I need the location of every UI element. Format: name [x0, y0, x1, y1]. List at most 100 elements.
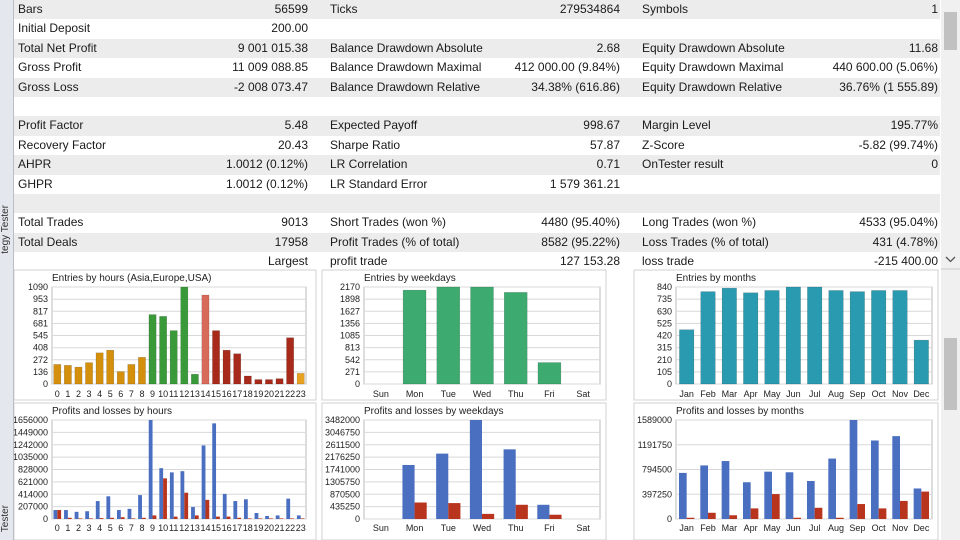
- scroll-thumb[interactable]: [944, 338, 957, 410]
- bar: [742, 482, 751, 519]
- x-tick-label: 15: [211, 389, 221, 399]
- stats-row: [14, 194, 940, 214]
- stat-label: Total Trades: [18, 215, 84, 230]
- x-tick-label: 15: [211, 523, 221, 533]
- stats-row: AHPR 1.0012 (0.12%) LR Correlation 0.71 OnTe…: [14, 155, 940, 175]
- x-tick-label: 4: [97, 523, 102, 533]
- y-tick-label: 621000: [18, 477, 48, 487]
- sidebar-tab[interactable]: tegy Tester: [0, 205, 11, 254]
- stat-label: Sharpe Ratio: [330, 137, 401, 152]
- sidebar-tab[interactable]: Tester: [0, 505, 11, 533]
- bar: [913, 339, 929, 385]
- bar: [205, 499, 210, 519]
- bar: [537, 362, 562, 385]
- bar: [258, 518, 263, 519]
- y-tick-label: 1898: [340, 294, 360, 304]
- x-tick-label: 17: [232, 389, 242, 399]
- bar: [921, 491, 930, 519]
- y-tick-label: 207000: [18, 502, 48, 512]
- bar: [138, 357, 146, 385]
- bar: [74, 366, 83, 385]
- y-tick-label: 1449000: [13, 427, 48, 437]
- bar: [503, 449, 516, 519]
- x-tick-label: 2: [76, 389, 81, 399]
- y-tick-label: 1589000: [637, 415, 672, 425]
- x-tick-label: Feb: [700, 523, 716, 533]
- x-tick-label: Sun: [373, 523, 389, 533]
- bar: [871, 290, 887, 385]
- stats-row: GHPR 1.0012 (0.12%) LR Standard Error 1 579…: [14, 175, 940, 194]
- bar: [131, 518, 136, 519]
- stat-value: 440 600.00 (5.06%): [832, 60, 938, 75]
- stat-label: Gross Profit: [18, 60, 82, 75]
- y-tick-label: 397250: [642, 489, 672, 499]
- bar: [482, 513, 495, 519]
- x-tick-label: Jan: [679, 389, 694, 399]
- bar: [254, 513, 259, 519]
- bar: [900, 500, 908, 519]
- y-tick-label: 840: [657, 282, 672, 292]
- bar: [793, 517, 802, 519]
- x-tick-label: May: [763, 389, 781, 399]
- stat-value: 36.76% (1 555.89): [839, 79, 938, 94]
- chart-title: Profits and losses by hours: [52, 406, 172, 417]
- y-tick-label: 0: [43, 379, 48, 389]
- x-tick-label: 11: [169, 523, 178, 533]
- bar: [184, 492, 189, 519]
- bar: [67, 517, 72, 519]
- bar: [268, 518, 273, 519]
- bar: [892, 290, 908, 385]
- x-tick-label: Jun: [786, 389, 801, 399]
- y-tick-label: 2170: [340, 282, 360, 292]
- x-tick-label: Nov: [892, 389, 909, 399]
- stat-value: 57.87: [589, 137, 620, 152]
- y-tick-label: 136: [33, 367, 48, 377]
- bar: [470, 286, 494, 385]
- y-tick-label: 0: [667, 514, 672, 524]
- x-tick-label: 9: [150, 523, 155, 533]
- bar: [212, 330, 220, 385]
- x-tick-label: Thu: [508, 389, 524, 399]
- x-tick-label: Mon: [406, 523, 424, 533]
- chart-title: Profits and losses by weekdays: [364, 406, 504, 417]
- stat-value: 412 000.00 (9.84%): [514, 60, 620, 75]
- bar: [870, 440, 879, 519]
- x-tick-label: Jan: [679, 523, 694, 533]
- y-tick-label: 408: [33, 343, 48, 353]
- x-tick-label: 20: [264, 389, 274, 399]
- bar: [163, 478, 167, 519]
- scroll-down[interactable]: [941, 254, 960, 266]
- bar: [290, 518, 294, 519]
- stat-value: 17958: [274, 234, 308, 249]
- stat-label: Recovery Factor: [18, 137, 107, 152]
- scroll-thumb[interactable]: [944, 12, 957, 50]
- x-tick-label: Jun: [786, 523, 801, 533]
- y-tick-label: 414000: [18, 489, 48, 499]
- stat-label: GHPR: [18, 176, 53, 191]
- bar: [127, 364, 136, 385]
- x-tick-label: 14: [200, 523, 210, 533]
- x-tick-label: Jul: [809, 523, 821, 533]
- y-tick-label: 953: [33, 294, 48, 304]
- bar: [191, 373, 199, 385]
- x-tick-label: Mon: [406, 389, 424, 399]
- x-tick-label: Aug: [828, 523, 844, 533]
- x-tick-label: 17: [232, 523, 242, 533]
- y-tick-label: 542: [345, 355, 360, 365]
- y-tick-label: 105: [657, 367, 672, 377]
- bar: [222, 349, 231, 385]
- bar: [194, 515, 199, 519]
- x-tick-label: 7: [129, 523, 134, 533]
- y-tick-label: 1035000: [13, 452, 48, 462]
- chart-title: Entries by months: [676, 273, 756, 284]
- scrollbar: [941, 0, 960, 540]
- bar: [237, 517, 242, 519]
- stat-value: 431 (4.78%): [872, 234, 938, 249]
- x-tick-label: 11: [169, 389, 178, 399]
- x-tick-label: Fri: [544, 523, 555, 533]
- stat-label: Balance Drawdown Absolute: [330, 40, 483, 55]
- x-tick-label: 22: [285, 523, 295, 533]
- stat-value: -5.82 (99.74%): [858, 137, 938, 152]
- bar: [828, 290, 844, 385]
- bar: [849, 420, 858, 519]
